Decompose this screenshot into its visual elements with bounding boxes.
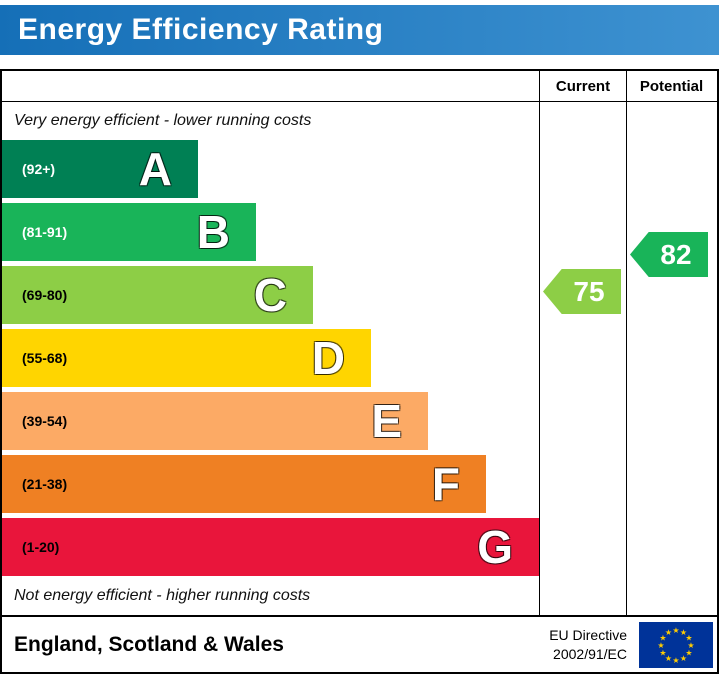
band-letter: E [371, 395, 402, 447]
column-header-current: Current [555, 77, 611, 95]
potential-rating-value: 82 [660, 238, 692, 270]
svg-text:★: ★ [687, 641, 694, 650]
band-range-label: (21-38) [22, 476, 68, 492]
band-letter: D [311, 332, 345, 384]
potential-rating-arrow: 82 [630, 232, 708, 277]
band-row-f: (21-38) F [2, 455, 486, 513]
band-row-b: (81-91) B [2, 203, 256, 261]
svg-text:★: ★ [665, 628, 672, 637]
band-range-label: (39-54) [22, 413, 68, 429]
rating-chart: Current Potential Very energy efficient … [0, 69, 719, 617]
footer-bar: England, Scotland & Wales EU Directive 2… [0, 617, 719, 674]
band-letter: A [138, 143, 172, 195]
eu-directive-label: EU Directive 2002/91/EC [549, 626, 627, 662]
header-banner: Energy Efficiency Rating [0, 5, 719, 55]
band-row-a: (92+) A [2, 140, 198, 198]
svg-text:★: ★ [672, 626, 679, 635]
current-rating-value: 75 [573, 275, 605, 307]
region-label: England, Scotland & Wales [14, 632, 284, 656]
bands-area: Very energy efficient - lower running co… [2, 102, 539, 615]
band-letter: G [477, 521, 513, 573]
band-letter: F [431, 458, 460, 510]
svg-text:★: ★ [685, 633, 692, 642]
column-headers: Current Potential [540, 71, 717, 101]
eu-directive-line2: 2002/91/EC [553, 645, 627, 662]
svg-text:★: ★ [657, 641, 664, 650]
svg-text:★: ★ [680, 628, 687, 637]
band-range-label: (81-91) [22, 224, 68, 240]
epc-page: Energy Efficiency Rating Current Potenti… [0, 5, 719, 674]
svg-text:★: ★ [685, 648, 692, 657]
svg-text:★: ★ [680, 654, 687, 663]
band-row-c: (69-80) C [2, 266, 313, 324]
column-header-potential: Potential [639, 77, 704, 95]
eu-directive-line1: EU Directive [549, 627, 627, 644]
band-letter: B [196, 206, 230, 258]
band-letter: C [253, 269, 287, 321]
svg-text:★: ★ [672, 656, 679, 665]
band-row-e: (39-54) E [2, 392, 428, 450]
current-column-divider [539, 71, 540, 615]
svg-text:★: ★ [659, 648, 666, 657]
band-range-label: (92+) [22, 161, 56, 177]
header-divider-line [2, 101, 717, 102]
band-range-label: (1-20) [22, 539, 60, 555]
page-title: Energy Efficiency Rating [18, 13, 384, 46]
eu-flag-icon: ★ ★ ★ ★ ★ ★ ★ ★ ★ ★ ★ ★ [639, 621, 713, 668]
band-row-d: (55-68) D [2, 329, 371, 387]
potential-column-divider [626, 71, 627, 615]
band-range-label: (69-80) [22, 287, 68, 303]
band-range-label: (55-68) [22, 350, 68, 366]
svg-text:★: ★ [659, 633, 666, 642]
note-not-efficient: Not energy efficient - higher running co… [14, 586, 311, 604]
band-bars: (92+) A (81-91) B (69-80) C (55-68) D (3… [2, 140, 539, 576]
svg-text:★: ★ [665, 654, 672, 663]
current-rating-arrow: 75 [543, 269, 621, 314]
note-very-efficient: Very energy efficient - lower running co… [14, 112, 312, 129]
band-row-g: (1-20) G [2, 518, 539, 576]
